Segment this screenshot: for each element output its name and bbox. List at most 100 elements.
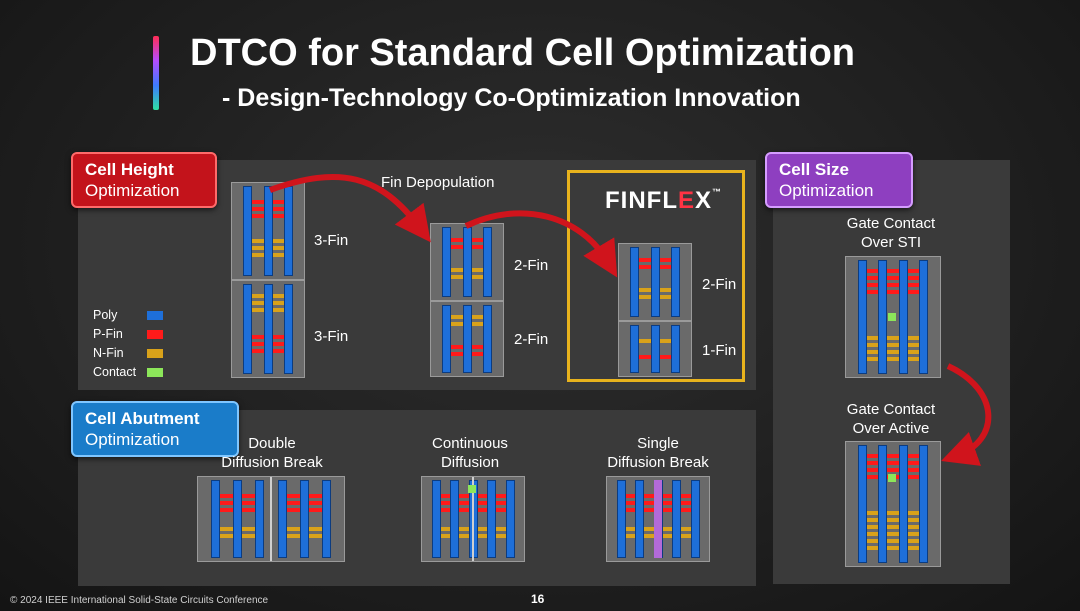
n-fin: [220, 527, 234, 531]
poly-gate: [919, 445, 929, 563]
arrow-2fin-to-finflex: [464, 210, 618, 278]
n-fin: [907, 511, 920, 515]
single-diffusion-cell: [606, 476, 710, 562]
p-fin: [308, 508, 322, 512]
p-fin: [866, 283, 879, 287]
n-fin: [308, 534, 322, 538]
p-fin: [681, 501, 691, 505]
poly-gate: [321, 480, 331, 558]
page-title: DTCO for Standard Cell Optimization: [190, 32, 856, 74]
p-fin: [625, 508, 635, 512]
legend-item: N-Fin: [93, 344, 163, 363]
n-fin: [625, 534, 635, 538]
legend-swatch: [147, 349, 163, 358]
p-fin: [662, 494, 672, 498]
p-fin: [451, 345, 463, 349]
diffusion-break: [654, 480, 662, 558]
n-fin: [866, 343, 879, 347]
gate-contact: [888, 313, 896, 321]
p-fin: [451, 352, 463, 356]
p-fin: [440, 508, 450, 512]
p-fin: [252, 200, 264, 204]
poly-gate: [857, 260, 867, 374]
p-fin: [220, 494, 234, 498]
legend-label: Contact: [93, 365, 137, 379]
double-line2: Diffusion Break: [221, 454, 323, 471]
p-fin: [477, 508, 487, 512]
p-fin: [887, 290, 899, 294]
n-fin: [866, 546, 879, 550]
continuous-diffusion-cell: [421, 476, 525, 562]
n-fin: [252, 294, 264, 298]
legend-swatch: [147, 330, 163, 339]
n-fin: [220, 534, 234, 538]
p-fin: [440, 501, 450, 505]
label-2fin-top: 2-Fin: [514, 257, 549, 274]
n-fin: [659, 288, 671, 292]
n-fin: [440, 534, 450, 538]
p-fin: [907, 468, 920, 472]
p-fin: [252, 214, 264, 218]
poly-gate: [650, 325, 660, 373]
page-subtitle: - Design-Technology Co-Optimization Inno…: [222, 84, 801, 112]
n-fin: [272, 239, 284, 243]
n-fin: [887, 511, 899, 515]
poly-gate: [211, 480, 221, 558]
p-fin: [252, 207, 264, 211]
p-fin: [286, 501, 300, 505]
active-line1: Gate Contact: [846, 401, 936, 418]
n-fin: [907, 336, 920, 340]
poly-gate: [283, 284, 293, 374]
p-fin: [887, 269, 899, 273]
poly-gate: [670, 325, 680, 373]
n-fin: [659, 339, 671, 343]
p-fin: [451, 245, 463, 249]
p-fin: [272, 200, 284, 204]
double-diffusion-cell: [197, 476, 345, 562]
sti-line1: Gate Contact: [846, 215, 936, 232]
p-fin: [459, 508, 469, 512]
continuous-diffusion-label: Continuous Diffusion: [425, 434, 515, 472]
n-fin: [866, 357, 879, 361]
n-fin: [887, 532, 899, 536]
n-fin: [639, 295, 651, 299]
n-fin: [907, 357, 920, 361]
n-fin: [866, 350, 879, 354]
n-fin: [477, 534, 487, 538]
p-fin: [272, 214, 284, 218]
p-fin: [252, 349, 264, 353]
finflex-label-1fin: 1-Fin: [702, 342, 737, 359]
p-fin: [471, 352, 483, 356]
n-fin: [644, 534, 654, 538]
n-fin: [451, 275, 463, 279]
poly-gate: [898, 445, 908, 563]
finflex-logo-e: E: [677, 187, 695, 214]
poly-gate: [482, 227, 492, 297]
poly-gate: [857, 445, 867, 563]
poly-gate: [442, 227, 452, 297]
finflex-box: [567, 170, 745, 382]
p-fin: [242, 494, 256, 498]
n-fin: [907, 518, 920, 522]
cell-2fin-top: [430, 223, 504, 301]
cell-height-badge: Cell Height Optimization: [71, 152, 217, 208]
p-fin: [907, 290, 920, 294]
p-fin: [496, 494, 506, 498]
n-fin: [644, 527, 654, 531]
legend-label: N-Fin: [93, 346, 124, 360]
n-fin: [272, 301, 284, 305]
n-fin: [252, 308, 264, 312]
p-fin: [866, 475, 879, 479]
p-fin: [496, 501, 506, 505]
single-line2: Diffusion Break: [607, 454, 709, 471]
p-fin: [644, 501, 654, 505]
n-fin: [477, 527, 487, 531]
cell-divider: [270, 477, 272, 561]
p-fin: [907, 461, 920, 465]
poly-gate: [299, 480, 309, 558]
n-fin: [887, 336, 899, 340]
n-fin: [471, 268, 483, 272]
poly-gate: [919, 260, 929, 374]
n-fin: [639, 288, 651, 292]
n-fin: [451, 268, 463, 272]
